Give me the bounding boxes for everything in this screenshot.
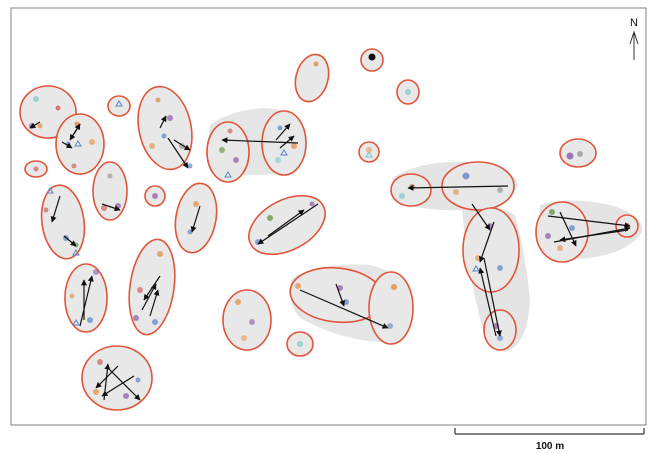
movement-arrow — [483, 257, 502, 337]
movement-arrow — [559, 211, 577, 247]
movement-arrow — [335, 283, 345, 307]
movement-arrow — [471, 203, 491, 231]
movement-arrow — [299, 289, 389, 329]
movement-arrow — [79, 275, 94, 327]
cluster-outline — [368, 271, 414, 345]
movement-arrow — [101, 375, 135, 397]
cluster-outline — [64, 263, 108, 333]
cluster-outline — [206, 121, 250, 183]
movement-arrow — [257, 203, 319, 245]
movement-arrow — [173, 139, 191, 151]
cluster-outline — [483, 309, 517, 351]
cluster-outline — [92, 161, 128, 221]
arrow-layer — [29, 115, 631, 401]
movement-arrow — [279, 135, 295, 149]
movement-arrow — [167, 137, 189, 169]
movement-arrow — [107, 367, 141, 401]
movement-arrow — [478, 267, 497, 337]
movement-arrow — [275, 123, 291, 141]
cluster-outline — [462, 207, 520, 293]
cluster-outline — [222, 289, 272, 351]
movement-arrow — [69, 123, 81, 141]
movement-arrow — [267, 209, 305, 237]
movement-arrow — [61, 141, 73, 149]
scale-label: 100 m — [536, 441, 564, 452]
north-arrow: N — [629, 17, 639, 60]
movement-arrow — [221, 137, 299, 144]
movement-arrow — [159, 115, 167, 129]
movement-arrow — [547, 215, 631, 229]
cluster-outline — [294, 53, 330, 103]
cluster-outline — [390, 173, 432, 207]
cluster-outline — [535, 201, 589, 263]
movement-arrow — [95, 365, 119, 389]
movement-arrow — [101, 203, 121, 212]
movement-arrow — [190, 205, 201, 233]
movement-arrow — [63, 235, 77, 247]
movement-arrow — [50, 195, 61, 223]
movement-arrow — [407, 184, 509, 191]
scale-bar — [454, 428, 645, 435]
cluster-outline — [81, 345, 153, 411]
marker-group — [219, 53, 411, 178]
movement-arrow — [559, 229, 629, 243]
north-label: N — [630, 17, 638, 29]
movement-arrow — [478, 221, 495, 263]
movement-arrow — [29, 121, 41, 129]
movement-arrow — [141, 283, 157, 311]
movement-arrow — [149, 289, 160, 317]
